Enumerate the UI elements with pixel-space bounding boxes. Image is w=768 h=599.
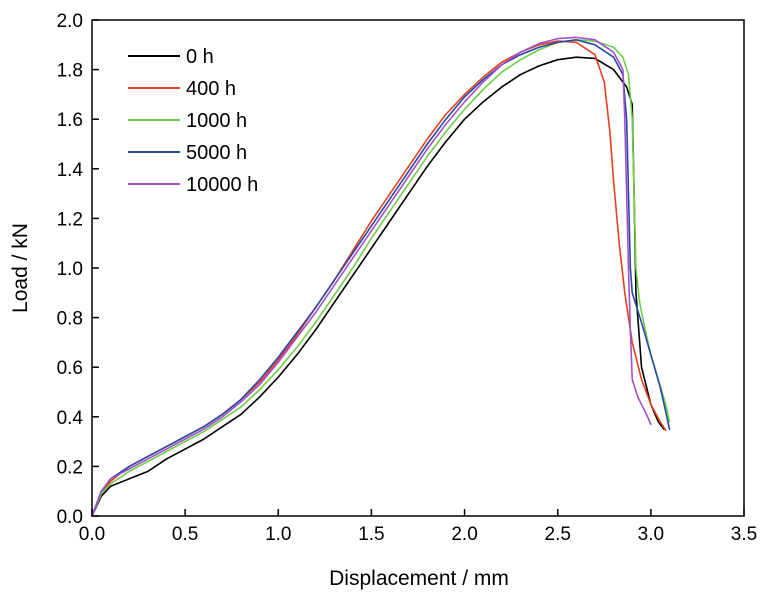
legend-label-2: 1000 h — [186, 110, 247, 132]
x-axis-title: Displacement / mm — [329, 567, 509, 590]
x-tick-label: 2.5 — [545, 524, 571, 545]
y-axis-ticks: 0.0 0.2 0.4 0.6 0.8 1.0 1.2 1.4 1.6 1.8 2.0 — [57, 11, 99, 528]
series-line-4 — [91, 36, 652, 517]
legend: 0 h 400 h 1000 h 5000 h 10000 h — [128, 46, 258, 196]
x-tick-label: 3.5 — [731, 524, 757, 545]
x-tick-label: 1.0 — [265, 524, 291, 545]
y-tick-label: 0.2 — [57, 457, 83, 478]
legend-label-4: 10000 h — [186, 174, 258, 196]
series-line-2 — [91, 39, 671, 517]
y-tick-label: 0.4 — [57, 408, 84, 429]
x-tick-label: 0.0 — [79, 524, 105, 545]
y-axis-title: Load / kN — [9, 223, 32, 313]
y-tick-label: 1.0 — [57, 259, 83, 280]
y-tick-label: 2.0 — [57, 11, 83, 32]
x-tick-label: 2.0 — [451, 524, 477, 545]
legend-label-1: 400 h — [186, 78, 236, 100]
x-tick-label: 0.5 — [172, 524, 198, 545]
y-tick-label: 1.4 — [57, 160, 84, 181]
x-tick-label: 3.0 — [638, 524, 664, 545]
x-axis-ticks: 0.0 0.5 1.0 1.5 2.0 2.5 3.0 3.5 — [79, 509, 757, 545]
series-layer — [91, 36, 671, 517]
series-line-3 — [91, 39, 671, 517]
y-tick-label: 0.6 — [57, 358, 83, 379]
legend-label-0: 0 h — [186, 46, 214, 68]
x-tick-label: 1.5 — [358, 524, 384, 545]
legend-label-3: 5000 h — [186, 142, 247, 164]
y-tick-label: 0.0 — [57, 507, 83, 528]
y-tick-label: 1.2 — [57, 209, 83, 230]
y-tick-label: 1.6 — [57, 110, 83, 131]
y-tick-label: 0.8 — [57, 309, 83, 330]
plot-frame — [91, 19, 745, 517]
y-tick-label: 1.8 — [57, 61, 83, 82]
